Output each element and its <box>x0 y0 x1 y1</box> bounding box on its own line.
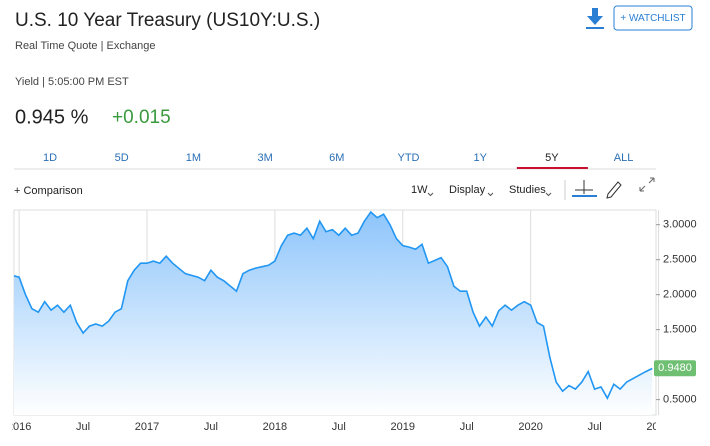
studies[interactable]: Studies <box>509 184 546 196</box>
x-tick-label: 2016 <box>7 421 31 433</box>
quote-price: 0.945 % <box>15 106 89 128</box>
tab[interactable]: 5Y <box>545 152 559 164</box>
x-tick-label: Jul <box>460 421 474 433</box>
quote-time: Yield | 5:05:00 PM EST <box>15 76 129 88</box>
x-tick-label: 2019 <box>391 421 415 433</box>
tab[interactable]: 1M <box>186 152 201 164</box>
x-tick-label: Jul <box>332 421 346 433</box>
x-tick-label: 2018 <box>263 421 287 433</box>
line <box>13 210 653 400</box>
tab[interactable]: 3M <box>257 152 272 164</box>
interval[interactable]: 1W <box>411 184 428 196</box>
x-tick-label: 2020 <box>518 421 542 433</box>
y-tick-label: 2.0000 <box>663 289 697 301</box>
quote-change: +0.015 <box>112 107 171 128</box>
y-tick-label: 1.5000 <box>663 324 697 336</box>
last-value-label: 0.9480 <box>658 362 692 374</box>
y-tick-label: 3.0000 <box>663 219 697 231</box>
x-tick-label: Jul <box>76 421 90 433</box>
download-icon[interactable] <box>586 8 604 29</box>
comparison[interactable]: + Comparison <box>14 185 83 197</box>
watchlist-button[interactable] <box>613 5 693 31</box>
display[interactable]: Display <box>449 184 486 196</box>
x-tick-label: Jul <box>204 421 218 433</box>
tab[interactable]: YTD <box>398 152 420 164</box>
watchlist-label: + WATCHLIST <box>620 13 685 24</box>
chevron <box>427 192 434 197</box>
x-tick-label: 2021 <box>646 421 670 433</box>
x-tick-label: 2017 <box>135 421 159 433</box>
tab[interactable]: ALL <box>614 152 634 164</box>
last-value-box <box>654 360 696 377</box>
tab[interactable]: 6M <box>329 152 344 164</box>
title: U.S. 10 Year Treasury (US10Y:U.S.) <box>15 10 320 31</box>
area <box>14 212 653 415</box>
x-tick-label: Jul <box>588 421 602 433</box>
chart: 2016 Jul 2017 Jul 2018 Jul 2019 Jul 2020 Jul 2021 0… <box>7 209 697 433</box>
chevron <box>545 192 552 197</box>
x-axis: 2016 Jul 2017 Jul 2018 Jul 2019 Jul 2020 Jul 2021 <box>7 421 670 433</box>
draw-icon[interactable] <box>606 181 622 199</box>
subtitle: Real Time Quote | Exchange <box>15 40 155 52</box>
expand-icon[interactable] <box>639 177 655 192</box>
chevron <box>487 192 494 197</box>
crosshair-icon[interactable] <box>572 180 597 197</box>
tab[interactable]: 1D <box>43 152 57 164</box>
tabs: 1D 5D 1M 3M 6M YTD 1Y 5Y ALL <box>43 152 634 169</box>
tab[interactable]: 5D <box>115 152 129 164</box>
tab[interactable]: 1Y <box>473 152 487 164</box>
y-tick-label: 0.5000 <box>663 394 697 406</box>
y-tick-label: 2.5000 <box>663 254 697 266</box>
